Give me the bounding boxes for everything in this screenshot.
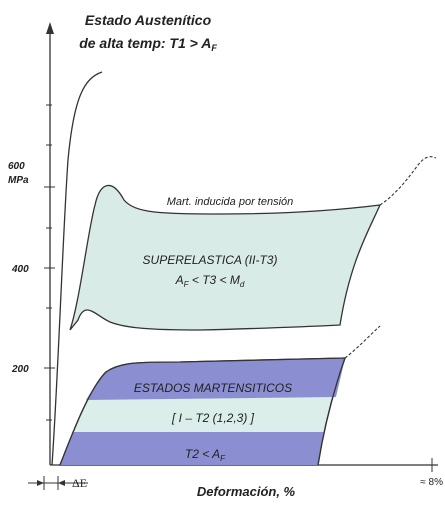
induced-martensite-label: Mart. inducida por tensión bbox=[167, 196, 294, 208]
delta-e-arrow-right bbox=[58, 480, 65, 486]
superelastic-loop bbox=[69, 184, 382, 331]
y-label-400: 400 bbox=[11, 264, 29, 275]
martensitic-mid: [ I – T2 (1,2,3) ] bbox=[171, 411, 255, 425]
y-label-unit: MPa bbox=[8, 175, 29, 186]
x-axis-label: Deformación, % bbox=[197, 484, 296, 499]
superelastic-extension bbox=[379, 156, 437, 206]
martensite-outline bbox=[59, 357, 346, 466]
superelastic-label-1: SUPERELASTICA (II-T3) bbox=[143, 253, 278, 267]
y-label-600: 600 bbox=[8, 161, 25, 172]
delta-e-arrow-left bbox=[37, 480, 44, 486]
superelastic-label-2: AF < T3 < Md bbox=[175, 273, 245, 289]
martensitic-title: ESTADOS MARTENSITICOS bbox=[134, 381, 292, 395]
martensite-bottom-band bbox=[60, 432, 325, 465]
y-label-200: 200 bbox=[11, 364, 29, 375]
martensite-top-band bbox=[86, 358, 345, 400]
x-end-label: ≈ 8% bbox=[420, 477, 443, 488]
martensitic-bottom: T2 < AF bbox=[185, 447, 226, 463]
y-axis-arrow bbox=[46, 22, 54, 34]
title-line-2: de alta temp: T1 > AF bbox=[79, 35, 217, 53]
martensite-extension bbox=[344, 325, 381, 359]
title-line-1: Estado Austenítico bbox=[85, 12, 212, 28]
delta-e-label: ΔE bbox=[72, 476, 87, 490]
title-subscript: F bbox=[211, 43, 217, 53]
austenite-curve bbox=[51, 71, 103, 466]
